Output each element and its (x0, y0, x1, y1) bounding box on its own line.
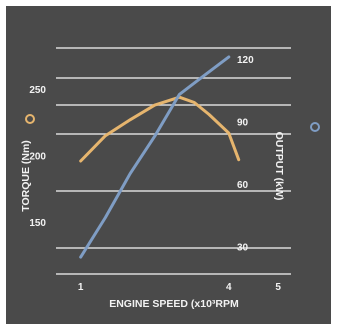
y-left-tick-label: 250 (29, 85, 46, 96)
x-tick-label: 5 (275, 282, 281, 293)
x-tick-label: 1 (78, 282, 84, 293)
y-right-tick-label: 90 (237, 118, 249, 129)
y-right-tick-label: 30 (237, 243, 249, 254)
y-left-tick-label: 200 (29, 152, 46, 163)
chart-panel: 150 200 250 30 60 90 120 1 4 5 ENGINE SPEED (x10³… (6, 6, 331, 324)
y-right-tick-label: 60 (237, 180, 249, 191)
y-right-axis-label: OUTPUT (kW) (273, 132, 285, 201)
output-series-line (79, 55, 231, 259)
engine-performance-chart: 150 200 250 30 60 90 120 1 4 5 ENGINE SPEED (x10³… (20, 47, 320, 310)
y-left-tick-label: 150 (29, 218, 46, 229)
output-legend-marker (310, 122, 320, 132)
y-right-tick-label: 120 (237, 55, 254, 66)
y-left-axis-label: TORQUE (Nm) (20, 140, 32, 212)
series-lines (79, 55, 241, 259)
torque-legend-marker (25, 114, 35, 124)
x-tick-label: 4 (226, 282, 232, 293)
x-axis-label: ENGINE SPEED (x10³RPM (109, 298, 239, 310)
tick-labels: 150 200 250 30 60 90 120 1 4 5 (29, 55, 281, 293)
